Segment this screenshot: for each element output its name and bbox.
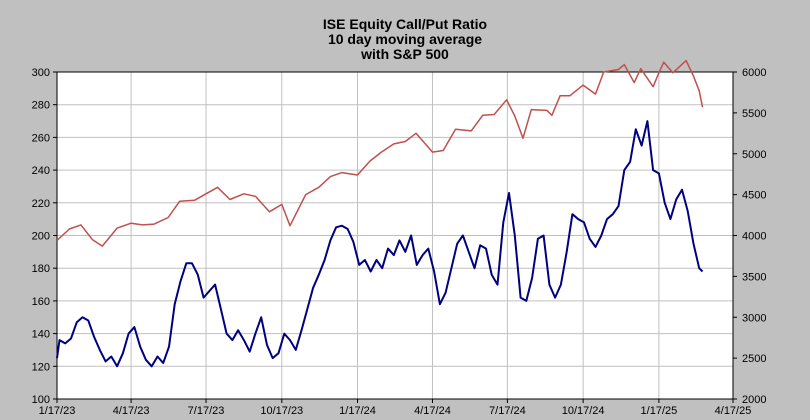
x-tick-label: 4/17/25 [715, 405, 752, 417]
right-tick-label: 4000 [742, 231, 766, 243]
chart-subtitle-line-1: 10 day moving average [327, 31, 483, 47]
right-tick-label: 3000 [742, 312, 766, 324]
left-tick-label: 100 [32, 394, 50, 406]
left-tick-label: 300 [32, 67, 50, 79]
x-tick-label: 7/17/24 [489, 405, 526, 417]
chart-subtitle-line-2: with S&P 500 [361, 46, 449, 62]
left-tick-label: 240 [32, 165, 50, 177]
series-line-call-put-ratio [56, 120, 704, 368]
left-tick-label: 160 [32, 296, 50, 308]
right-tick-label: 6000 [742, 67, 766, 79]
right-tick-label: 4500 [742, 190, 766, 202]
x-tick-label: 7/17/23 [188, 405, 225, 417]
chart-title: ISE Equity Call/Put Ratio [322, 16, 488, 32]
x-tick-label: 10/17/23 [260, 405, 303, 417]
left-tick-label: 200 [32, 231, 50, 243]
left-tick-label: 180 [32, 263, 50, 275]
right-tick-label: 5500 [742, 108, 766, 120]
x-tick-label: 1/17/25 [641, 405, 678, 417]
right-tick-label: 2500 [742, 353, 766, 365]
x-tick-label: 4/17/24 [414, 405, 451, 417]
left-tick-label: 280 [32, 100, 50, 112]
series-line-sp500 [56, 59, 704, 247]
left-tick-label: 120 [32, 361, 50, 373]
plot-frame [56, 71, 734, 400]
left-tick-label: 140 [32, 329, 50, 341]
left-tick-label: 260 [32, 132, 50, 144]
right-tick-label: 5000 [742, 149, 766, 161]
right-tick-label: 2000 [742, 394, 766, 406]
right-tick-label: 3500 [742, 271, 766, 283]
x-tick-label: 1/17/23 [39, 405, 76, 417]
x-tick-label: 4/17/23 [113, 405, 150, 417]
left-tick-label: 220 [32, 198, 50, 210]
x-tick-label: 1/17/24 [339, 405, 376, 417]
x-tick-label: 10/17/24 [562, 405, 605, 417]
